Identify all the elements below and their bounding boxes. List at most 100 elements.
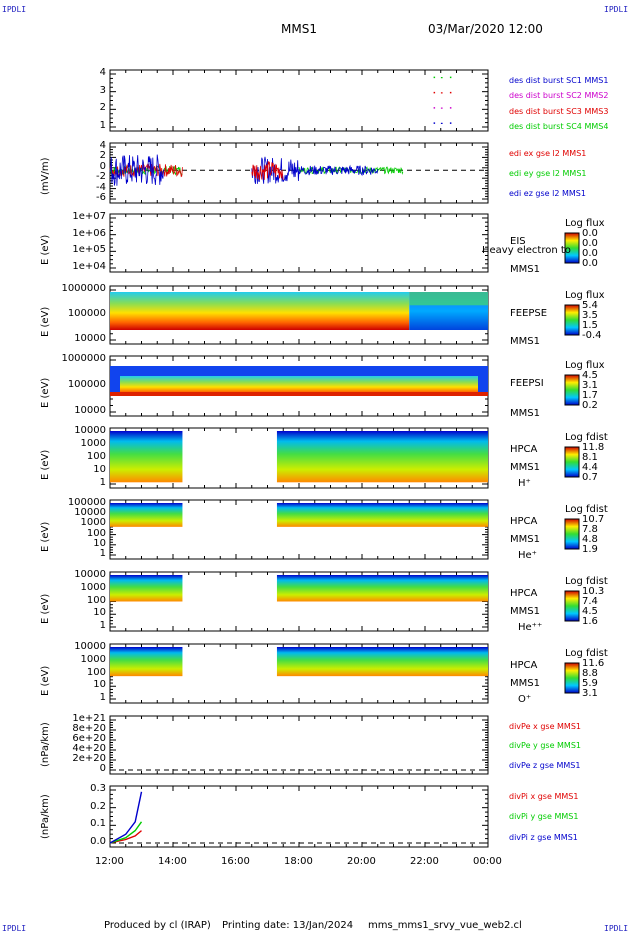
colorbar-value: 11.6 [582,658,605,669]
footer-produced-by: Produced by cl (IRAP) [104,920,211,931]
colorbar-title: Log flux [565,360,605,371]
colorbar-value: 0.0 [582,248,598,259]
x-tick-label: 16:00 [221,856,250,867]
panel-frame [109,785,489,848]
instrument-label: FEEPSI [510,378,544,389]
y-axis-label: E (eV) [40,306,51,337]
y-tick-label: -2 [96,171,106,183]
burst-marker [433,91,436,94]
y-tick-label: 100 [86,594,106,606]
colorbar-value: 1.5 [582,320,598,331]
y-tick-label: 100000 [67,308,106,319]
y-axis-label: E (eV) [40,449,51,480]
legend-entry: divPi y gse MMS1 [509,812,579,822]
instrument-label: MMS1 [510,606,540,617]
panel-frame [109,69,489,132]
legend-entry: edi ey gse l2 MMS1 [509,169,587,178]
y-tick-label: 1 [99,548,106,559]
colorbar-value: 3.1 [582,688,598,699]
y-tick-label: 2 [99,150,106,162]
y-tick-label: 0 [99,160,106,172]
colorbar [564,374,580,406]
burst-marker [433,122,436,124]
colorbar-value: 0.0 [582,258,598,269]
feepsi-heatmap-band [110,392,488,396]
colorbar-value: 7.8 [582,524,598,535]
y-tick-label: 8e+20 [72,723,106,734]
colorbar-value: 10.7 [582,514,605,525]
instrument-label: He⁺⁺ [518,622,543,633]
colorbar [564,304,580,336]
efield-ez-trace [109,154,164,186]
y-tick-label: 1 [99,120,106,131]
y-tick-label: 10000 [74,405,106,416]
colorbar [564,232,580,264]
colorbar-title: Log fdist [565,432,608,443]
y-tick-label: 1000 [80,653,106,665]
colorbar-value: 11.8 [582,442,605,453]
y-tick-label: -4 [96,181,106,193]
colorbar-value: 3.5 [582,310,598,321]
burst-marker [449,122,452,124]
colorbar-title: Log flux [565,290,605,301]
y-tick-label: 100 [86,666,106,678]
y-tick-label: 0.2 [90,800,106,812]
y-axis-label: E (eV) [40,377,51,408]
overlay-text: Heavy electron to [482,245,571,256]
hpca-heatmap-right [276,575,488,602]
colorbar-value: 4.4 [582,462,598,473]
y-tick-label: -6 [96,192,106,203]
instrument-label: HPCA [510,660,538,671]
feepse-heatmap-band [409,292,488,306]
legend-entry: divPe y gse MMS1 [509,741,581,751]
legend-entry: des dist burst SC1 MMS1 [509,76,609,85]
instrument-label: HPCA [510,444,538,455]
y-tick-label: 1000 [80,438,106,449]
y-tick-label: 1e+06 [72,227,106,239]
y-axis-label: (mV/m) [40,157,51,196]
hpca-heatmap-left [110,431,183,483]
y-tick-label: 0.3 [90,783,106,794]
y-tick-label: 100000 [67,497,106,508]
y-tick-label: 10000 [74,425,106,436]
burst-marker [449,107,452,109]
y-tick-label: 10 [93,607,106,619]
x-tick-label: 22:00 [410,856,439,867]
feepse-heatmap [110,292,410,330]
colorbar-value: 5.9 [582,678,598,689]
colorbar-value: 8.1 [582,452,598,463]
y-tick-label: 1000 [80,517,106,529]
legend-entry: edi ex gse l2 MMS1 [509,149,587,158]
y-tick-label: 100 [86,451,106,462]
efield-ex-trace [109,162,183,178]
legend-entry: divPe x gse MMS1 [509,722,581,731]
hpca-heatmap-left [110,647,183,677]
y-tick-label: 0 [99,763,106,774]
divpi-series-line [109,821,143,844]
colorbar-value: 0.0 [582,238,598,249]
colorbar-value: 8.8 [582,668,598,679]
y-axis-label: E (eV) [40,234,51,265]
x-tick-label: 18:00 [284,856,313,867]
mission-title: MMS1 [281,22,317,36]
y-tick-label: 10 [93,464,106,475]
panel-frame [109,715,489,775]
y-tick-label: 3 [99,84,106,96]
x-tick-label: 14:00 [158,856,187,867]
instrument-label: MMS1 [510,264,540,275]
colorbar [564,446,580,478]
y-tick-label: 100000 [67,379,106,390]
instrument-label: HPCA [510,588,538,599]
instrument-label: MMS1 [510,408,540,419]
instrument-label: EIS [510,236,526,247]
colorbar-value: 7.4 [582,596,598,607]
y-axis-label: E (eV) [40,521,51,552]
y-tick-label: 1e+21 [72,713,106,724]
y-tick-label: 10 [93,679,106,691]
instrument-label: He⁺ [518,550,537,561]
hpca-heatmap-left [110,503,183,527]
y-tick-label: 0.1 [90,818,106,830]
instrument-label: MMS1 [510,336,540,347]
